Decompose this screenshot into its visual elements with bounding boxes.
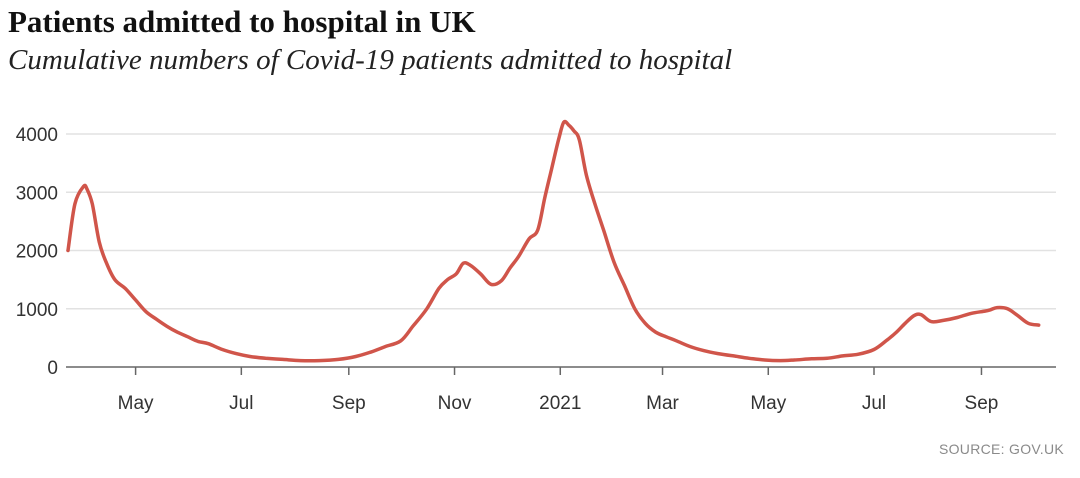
- y-tick-label: 0: [47, 358, 58, 379]
- gridlines: [66, 133, 1056, 310]
- x-tick-label: Nov: [438, 393, 472, 414]
- y-tick-label: 4000: [16, 125, 58, 146]
- source-note: SOURCE: GOV.UK: [938, 441, 1064, 457]
- x-tick-label: Mar: [646, 393, 679, 414]
- y-tick-label: 3000: [16, 183, 58, 204]
- x-axis: May Jul Sep Nov 2021 Mar May Jul Sep: [66, 366, 1056, 414]
- x-tick-label: 2021: [539, 393, 581, 414]
- x-tick-label: Sep: [965, 393, 999, 414]
- x-tick-label: May: [118, 393, 154, 414]
- y-tick-label: 1000: [16, 300, 58, 321]
- x-tick-label: Sep: [332, 393, 366, 414]
- chart-title: Patients admitted to hospital in UK: [8, 4, 476, 39]
- series-line: [66, 119, 1041, 363]
- y-axis-tick-labels: 0 1000 2000 3000 4000: [16, 125, 58, 379]
- x-tick-label: Jul: [229, 393, 253, 414]
- chart-subtitle: Cumulative numbers of Covid-19 patients …: [8, 44, 733, 76]
- x-tick-label: May: [750, 393, 786, 414]
- y-tick-label: 2000: [16, 242, 58, 263]
- series-layer: [66, 119, 1041, 363]
- x-tick-label: Jul: [862, 393, 886, 414]
